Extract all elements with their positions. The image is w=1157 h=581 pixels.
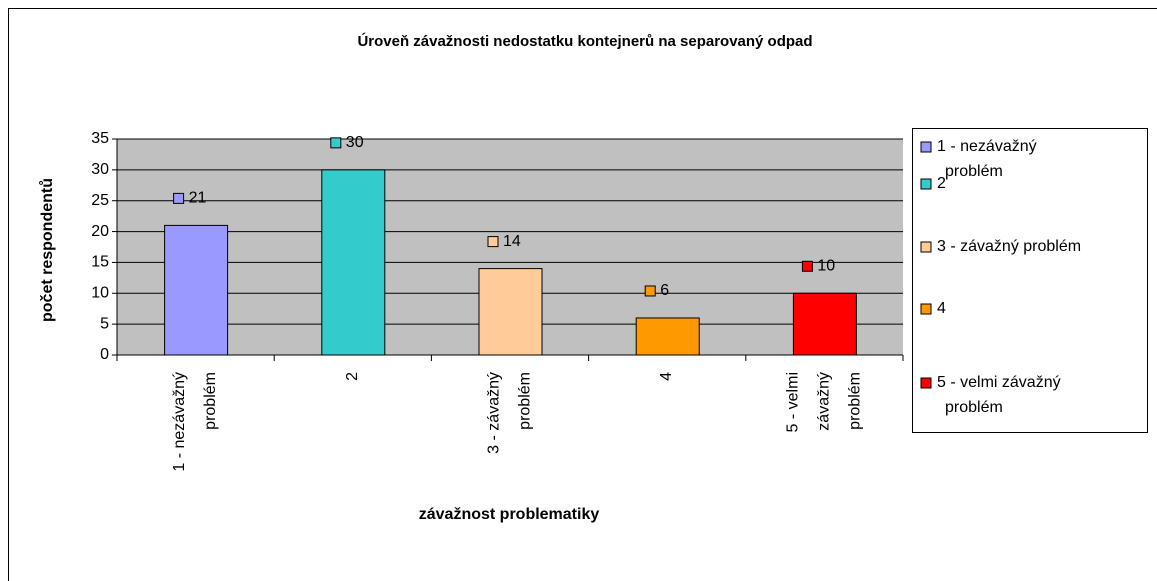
legend-label: 1 - nezávažný problém <box>937 138 1037 180</box>
y-tick-label: 0 <box>100 346 109 363</box>
x-tick-label: 2 <box>344 372 361 381</box>
x-axis-label: závažnost problematiky <box>419 506 600 523</box>
legend-key <box>920 178 932 190</box>
y-tick-label: 25 <box>91 192 109 209</box>
y-axis-label: počet respondentů <box>39 178 56 322</box>
data-label-key <box>330 137 342 149</box>
y-tick-label: 20 <box>91 223 109 240</box>
x-tick-label: 1 - nezávažný problém <box>171 372 219 472</box>
legend-key <box>920 141 932 153</box>
data-label: 10 <box>817 258 835 275</box>
legend-label: 4 <box>937 300 946 317</box>
bar <box>635 317 700 356</box>
legend-key <box>920 377 932 389</box>
x-tick-label: 4 <box>658 372 675 381</box>
bar <box>478 268 543 356</box>
legend-label: 5 - velmi závažný problém <box>937 374 1061 416</box>
x-tick-label: 3 - závažný problém <box>486 372 534 454</box>
data-label: 14 <box>503 233 521 250</box>
legend-key <box>920 241 932 253</box>
legend-label: 2 <box>937 175 946 192</box>
y-tick-label: 35 <box>91 130 109 147</box>
y-tick-label: 15 <box>91 254 109 271</box>
data-label: 6 <box>660 282 669 299</box>
y-tick-label: 30 <box>91 161 109 178</box>
legend-key <box>920 303 932 315</box>
bar <box>164 224 229 356</box>
data-label-key <box>487 236 499 248</box>
chart-title: Úroveň závažnosti nedostatku kontejnerů … <box>357 32 812 50</box>
y-tick-label: 10 <box>91 285 109 302</box>
legend <box>912 128 1148 433</box>
data-label-key <box>644 285 656 297</box>
data-label: 30 <box>346 134 364 151</box>
bar <box>321 169 386 356</box>
data-label-key <box>801 260 813 272</box>
data-label: 21 <box>189 190 207 207</box>
y-tick-label: 5 <box>100 315 109 332</box>
bar <box>792 292 857 356</box>
data-label-key <box>173 192 185 204</box>
x-tick-label: 5 - velmi závažný problém <box>785 372 864 432</box>
legend-label: 3 - závažný problém <box>937 238 1081 255</box>
